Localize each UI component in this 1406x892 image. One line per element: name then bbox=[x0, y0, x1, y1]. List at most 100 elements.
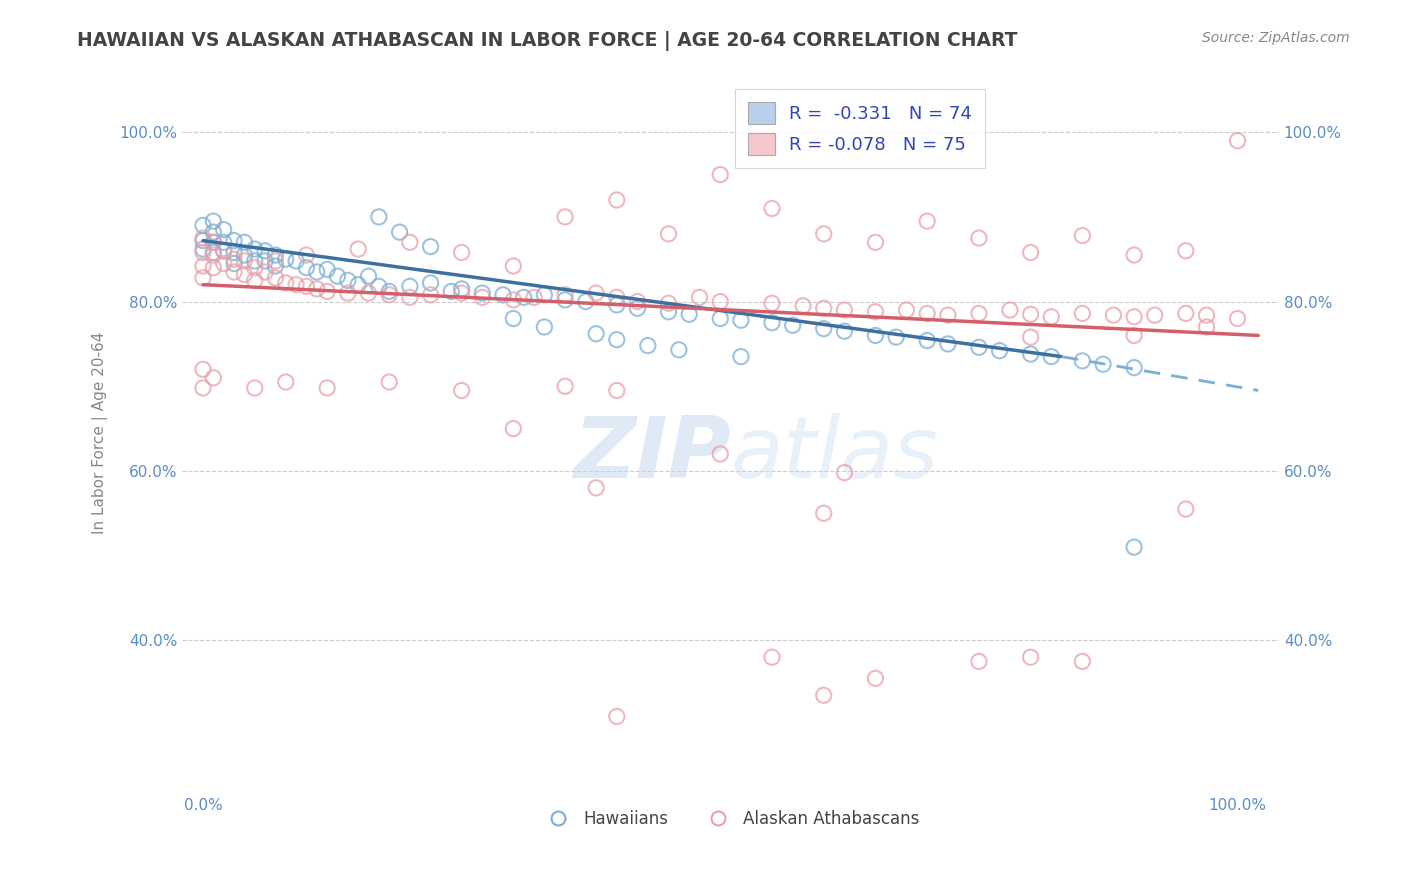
Point bbox=[637, 338, 659, 352]
Point bbox=[450, 384, 472, 398]
Point bbox=[243, 273, 266, 287]
Point bbox=[419, 288, 441, 302]
Point bbox=[254, 265, 277, 279]
Point bbox=[305, 282, 328, 296]
Point bbox=[222, 265, 245, 279]
Point bbox=[285, 254, 308, 268]
Point bbox=[326, 269, 349, 284]
Point bbox=[450, 245, 472, 260]
Point bbox=[1123, 248, 1146, 262]
Point bbox=[512, 290, 534, 304]
Legend: Hawaiians, Alaskan Athabascans: Hawaiians, Alaskan Athabascans bbox=[534, 804, 927, 835]
Text: ZIP: ZIP bbox=[574, 413, 731, 496]
Point bbox=[202, 235, 225, 250]
Point bbox=[865, 304, 887, 318]
Point bbox=[264, 271, 287, 285]
Point bbox=[243, 254, 266, 268]
Point bbox=[1195, 320, 1218, 334]
Point bbox=[1123, 310, 1146, 324]
Point bbox=[606, 298, 628, 312]
Point bbox=[967, 340, 990, 354]
Point bbox=[191, 381, 214, 395]
Point bbox=[295, 260, 318, 275]
Point bbox=[316, 285, 339, 299]
Point bbox=[450, 286, 472, 301]
Point bbox=[212, 244, 235, 258]
Point bbox=[399, 290, 422, 304]
Point bbox=[264, 248, 287, 262]
Point bbox=[254, 254, 277, 268]
Point bbox=[915, 306, 938, 320]
Point bbox=[450, 282, 472, 296]
Point bbox=[1143, 308, 1166, 322]
Point bbox=[378, 285, 401, 299]
Point bbox=[865, 328, 887, 343]
Point bbox=[378, 288, 401, 302]
Point bbox=[1102, 308, 1125, 322]
Point bbox=[865, 671, 887, 685]
Point bbox=[399, 279, 422, 293]
Point bbox=[191, 234, 214, 248]
Point bbox=[813, 506, 835, 520]
Point bbox=[274, 276, 297, 290]
Point bbox=[222, 252, 245, 267]
Point bbox=[367, 279, 389, 293]
Point bbox=[730, 350, 752, 364]
Point bbox=[212, 244, 235, 258]
Point bbox=[606, 333, 628, 347]
Point bbox=[191, 271, 214, 285]
Point bbox=[1123, 328, 1146, 343]
Point bbox=[554, 293, 576, 307]
Point bbox=[936, 308, 959, 322]
Point bbox=[1040, 350, 1063, 364]
Point bbox=[1019, 307, 1042, 321]
Point bbox=[896, 303, 918, 318]
Point bbox=[305, 265, 328, 279]
Point bbox=[471, 290, 494, 304]
Point bbox=[678, 307, 700, 321]
Point bbox=[191, 259, 214, 273]
Point bbox=[865, 235, 887, 250]
Point bbox=[295, 248, 318, 262]
Point bbox=[502, 421, 524, 435]
Point bbox=[336, 286, 359, 301]
Point bbox=[274, 252, 297, 267]
Point bbox=[388, 225, 411, 239]
Point bbox=[295, 279, 318, 293]
Text: atlas: atlas bbox=[731, 413, 939, 496]
Point bbox=[606, 290, 628, 304]
Y-axis label: In Labor Force | Age 20-64: In Labor Force | Age 20-64 bbox=[93, 332, 108, 534]
Point bbox=[967, 655, 990, 669]
Point bbox=[585, 326, 607, 341]
Point bbox=[419, 276, 441, 290]
Point bbox=[367, 210, 389, 224]
Point bbox=[202, 245, 225, 260]
Point bbox=[202, 214, 225, 228]
Point bbox=[884, 330, 907, 344]
Point bbox=[440, 285, 463, 299]
Point bbox=[502, 259, 524, 273]
Point bbox=[523, 290, 546, 304]
Point bbox=[554, 288, 576, 302]
Point bbox=[668, 343, 690, 357]
Point bbox=[709, 294, 731, 309]
Point bbox=[1019, 330, 1042, 344]
Point bbox=[1226, 134, 1249, 148]
Point bbox=[761, 296, 783, 310]
Point bbox=[834, 303, 856, 318]
Point bbox=[813, 227, 835, 241]
Point bbox=[202, 235, 225, 250]
Point bbox=[316, 262, 339, 277]
Point bbox=[347, 277, 370, 292]
Point bbox=[357, 286, 380, 301]
Point bbox=[471, 286, 494, 301]
Point bbox=[626, 294, 648, 309]
Point bbox=[212, 256, 235, 270]
Point bbox=[782, 318, 804, 333]
Point bbox=[761, 316, 783, 330]
Point bbox=[233, 248, 256, 262]
Point bbox=[1123, 360, 1146, 375]
Point bbox=[502, 311, 524, 326]
Point bbox=[202, 225, 225, 239]
Point bbox=[606, 709, 628, 723]
